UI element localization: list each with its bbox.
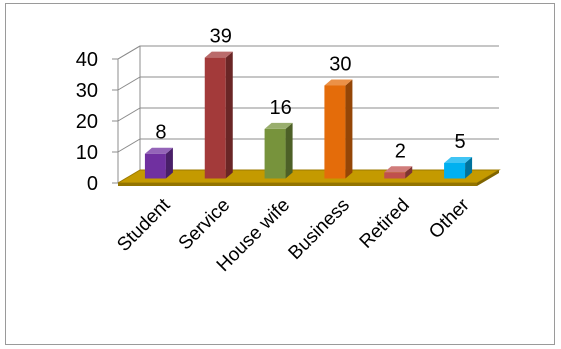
chart-bars <box>144 51 473 179</box>
gridline <box>117 76 499 91</box>
bar-front <box>264 128 286 179</box>
bar-top <box>444 157 473 163</box>
bar-front <box>324 85 346 179</box>
chart-floor <box>116 169 501 186</box>
data-label: 16 <box>269 97 291 119</box>
bar-top <box>264 122 293 129</box>
bar-service <box>204 51 233 179</box>
x-category-label: Retired <box>356 195 414 253</box>
y-tick-label: 30 <box>76 80 98 102</box>
bar-side <box>285 122 293 179</box>
bar-side <box>345 79 353 179</box>
y-axis-ticks: 0 10 20 30 40 <box>76 49 118 195</box>
x-category-label: Service <box>175 195 235 255</box>
x-category-label: Other <box>425 194 474 243</box>
data-label: 2 <box>395 140 406 162</box>
bar-other <box>444 157 473 179</box>
data-label: 39 <box>210 26 232 48</box>
bar-business <box>324 79 353 179</box>
chart-walls <box>117 45 499 183</box>
bar-side <box>165 147 173 179</box>
y-tick-label: 20 <box>76 111 98 133</box>
gridline <box>117 107 499 122</box>
data-label: 30 <box>329 54 351 76</box>
bar-student <box>144 147 173 179</box>
y-tick-label: 10 <box>76 142 98 164</box>
y-tick-label: 40 <box>76 49 98 71</box>
bar-side <box>465 157 473 179</box>
bar-top <box>324 79 353 86</box>
bar-side <box>405 166 413 179</box>
bar-top <box>144 147 173 154</box>
bar-front <box>204 57 226 179</box>
bar-house-wife <box>264 122 293 179</box>
floor-top <box>116 169 501 184</box>
bar-side <box>225 51 233 179</box>
gridline <box>117 138 499 153</box>
x-category-label: Business <box>285 195 354 264</box>
floor-front <box>118 183 477 186</box>
data-label: 8 <box>155 122 166 144</box>
x-category-label: Student <box>113 194 175 256</box>
bar-top <box>204 51 233 58</box>
y-tick-label: 0 <box>87 173 98 195</box>
data-labels: 8 39 16 30 2 5 <box>155 26 465 163</box>
floor-side <box>477 170 499 186</box>
bar-front <box>444 163 466 179</box>
bar-top <box>384 166 413 173</box>
gridline <box>117 45 499 60</box>
data-label: 5 <box>455 131 466 153</box>
bar-front <box>144 153 166 179</box>
bar-retired <box>384 166 413 179</box>
bar-front <box>384 172 406 179</box>
wall-outline <box>117 45 499 183</box>
chart-gridlines <box>117 45 499 153</box>
